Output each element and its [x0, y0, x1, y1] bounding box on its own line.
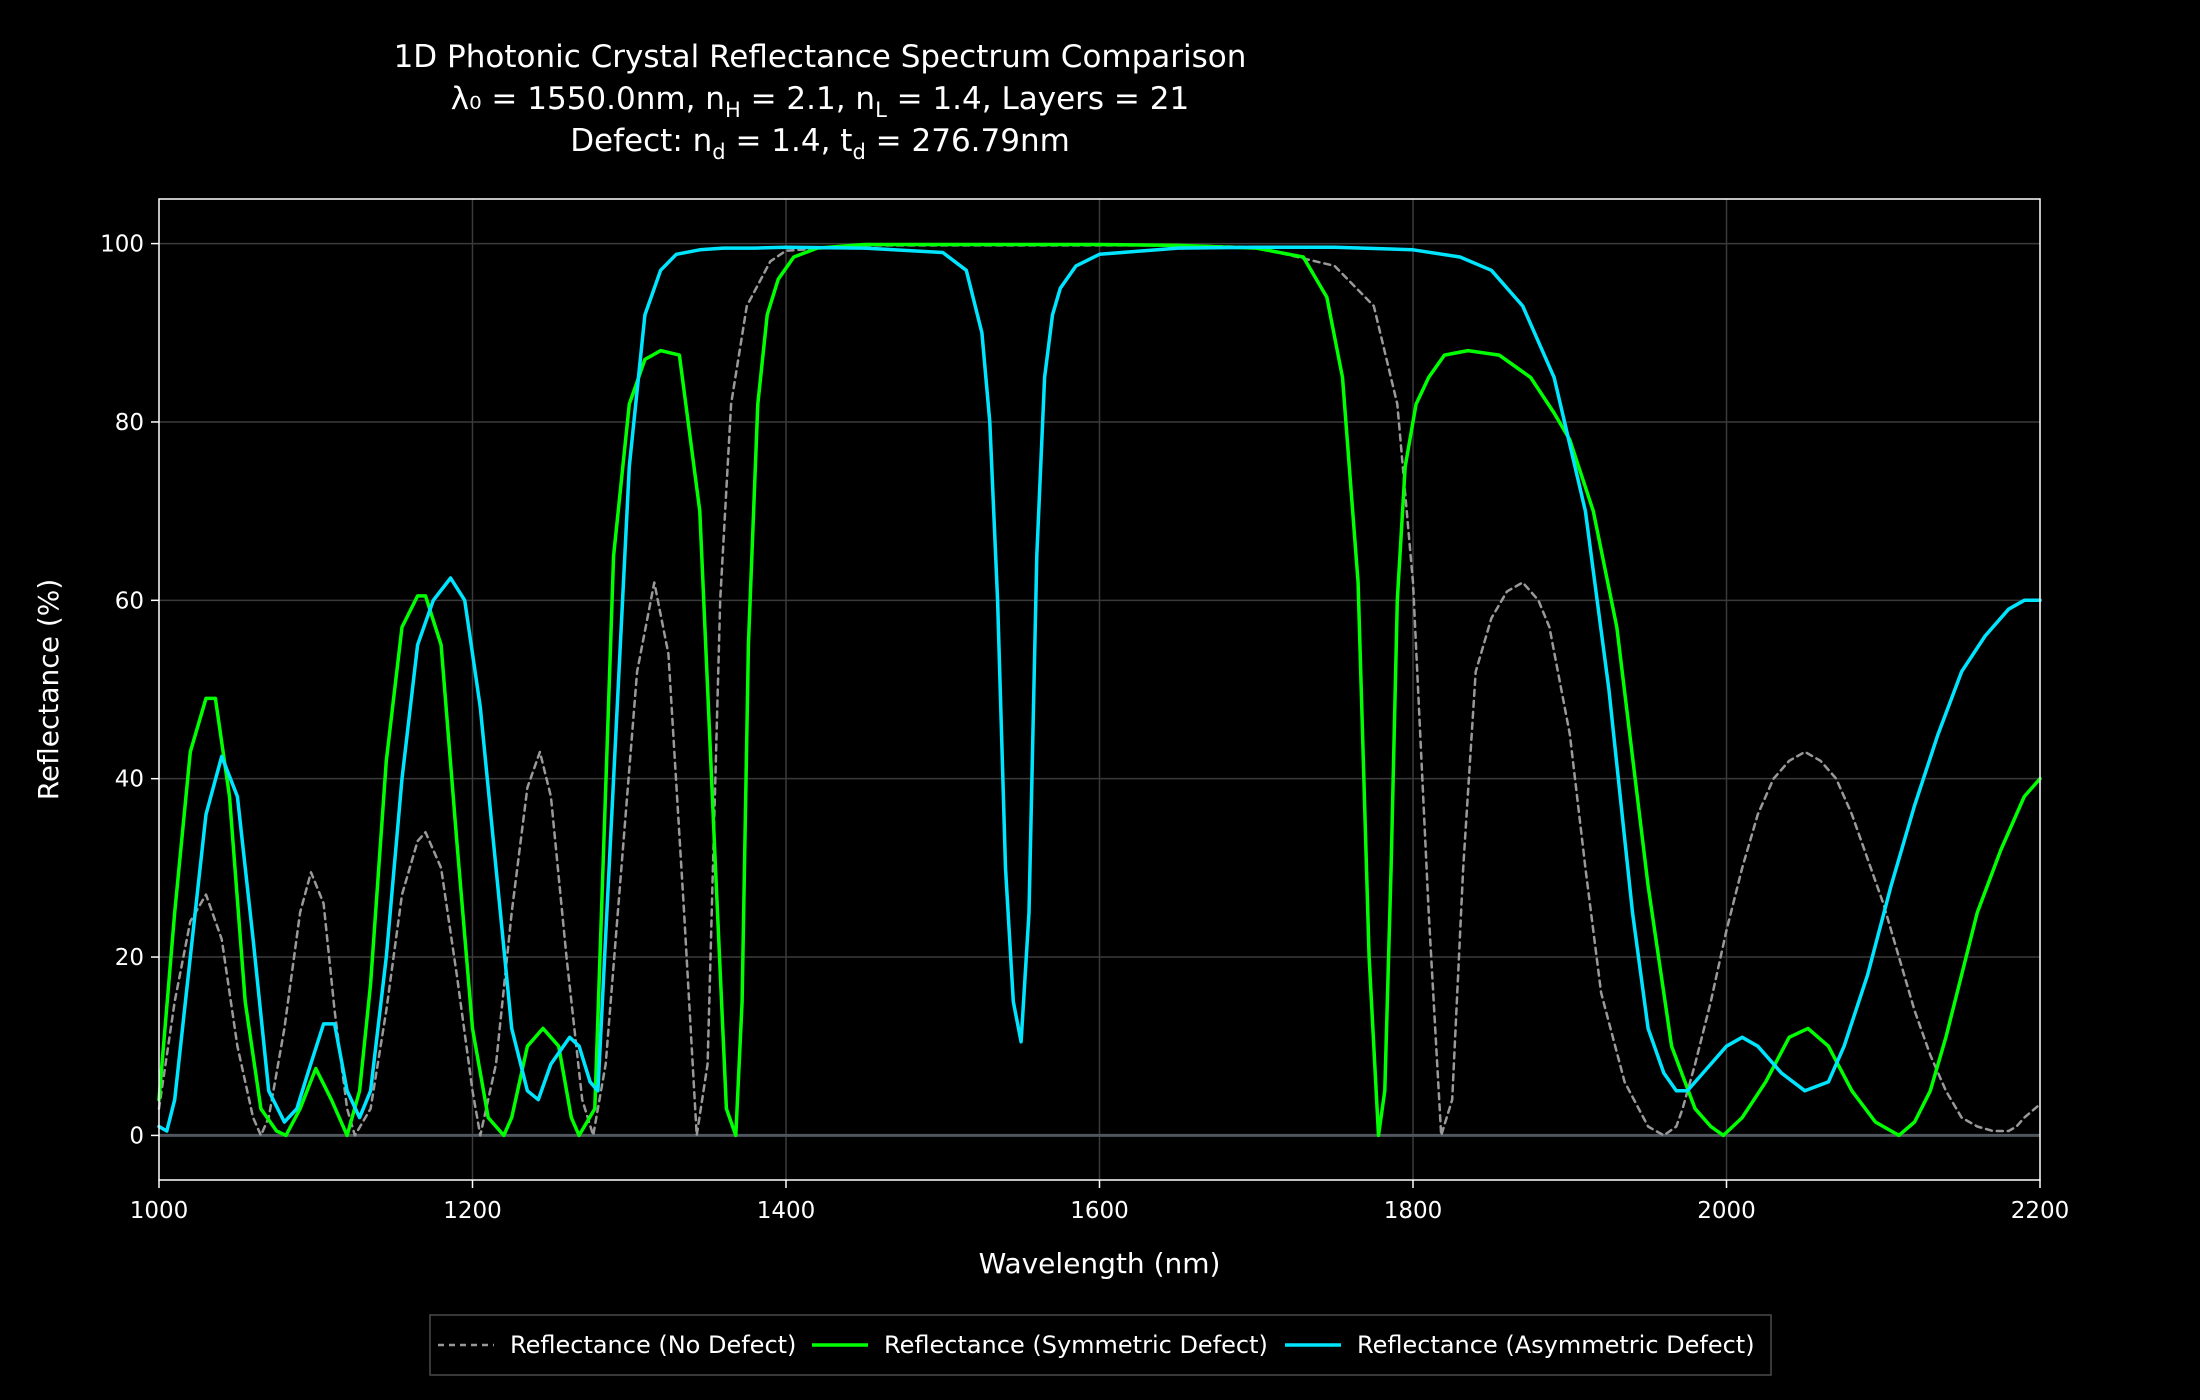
- x-tick-label: 2200: [2011, 1198, 2070, 1224]
- x-tick-label: 1000: [130, 1198, 189, 1224]
- y-tick-label: 100: [100, 232, 144, 258]
- legend-label-1: Reflectance (No Defect): [510, 1331, 796, 1359]
- x-tick-label: 1400: [757, 1198, 816, 1224]
- series-line-1: [157, 244, 2042, 1137]
- title-line-2: λ₀ = 1550.0nm, nH = 2.1, nL = 1.4, Layer…: [451, 81, 1189, 122]
- legend-label-3: Reflectance (Asymmetric Defect): [1357, 1331, 1755, 1359]
- x-tick-label: 1800: [1384, 1198, 1443, 1224]
- legend: Reflectance (No Defect) Reflectance (Symm…: [429, 1314, 1772, 1376]
- x-axis-title: Wavelength (nm): [979, 1247, 1221, 1280]
- y-tick-label: 40: [115, 767, 144, 793]
- title-line-3: Defect: nd = 1.4, td = 276.79nm: [570, 123, 1070, 164]
- chart-title: 1D Photonic Crystal Reflectance Spectrum…: [394, 39, 1247, 164]
- x-tick-label: 1200: [443, 1198, 502, 1224]
- y-tick-label: 80: [115, 410, 144, 436]
- y-axis-title: Reflectance (%): [32, 579, 65, 801]
- series-line-3: [157, 245, 2042, 1133]
- y-tick-label: 20: [115, 945, 144, 971]
- axis-ticks: 1000 1200 1400 1600 1800 2000 2200 0 20 40 60 80 100: [100, 232, 2069, 1224]
- y-tick-label: 60: [115, 588, 144, 614]
- legend-label-2: Reflectance (Symmetric Defect): [884, 1331, 1268, 1359]
- series-lines: [157, 242, 2042, 1138]
- y-tick-label: 0: [129, 1123, 144, 1149]
- title-line-1: 1D Photonic Crystal Reflectance Spectrum…: [394, 39, 1247, 75]
- x-tick-label: 1600: [1070, 1198, 1129, 1224]
- legend-box: [429, 1314, 1772, 1376]
- x-tick-label: 2000: [1697, 1198, 1756, 1224]
